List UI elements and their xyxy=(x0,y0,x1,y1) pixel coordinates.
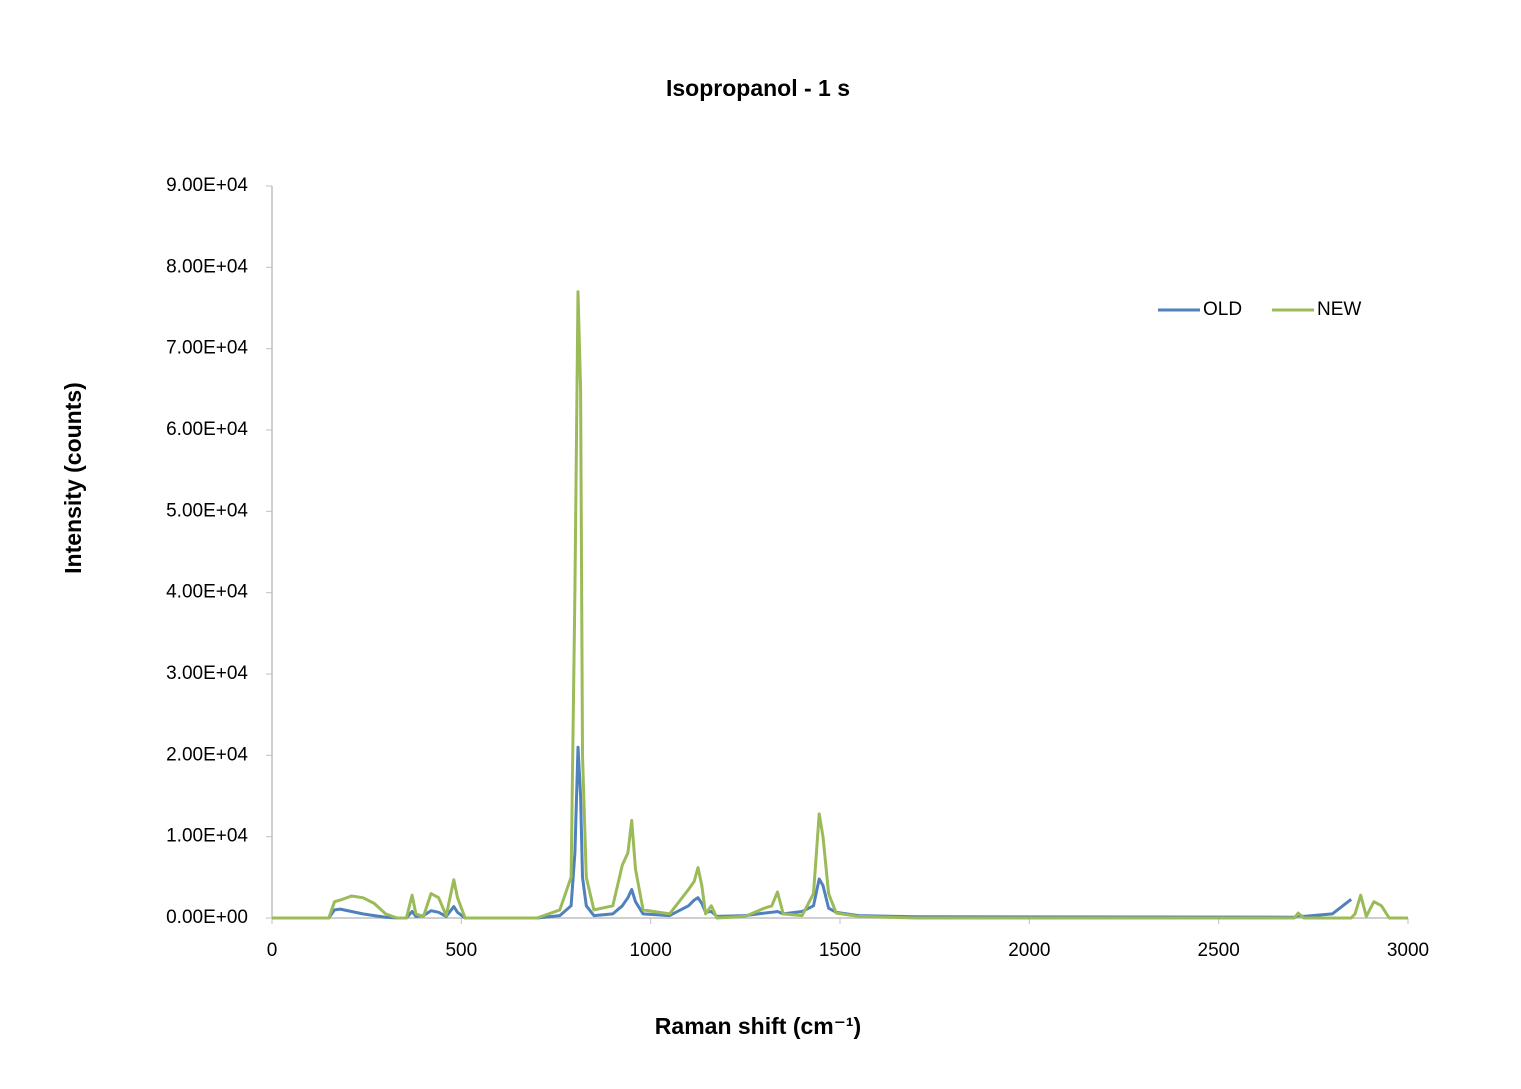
y-tick-label: 2.00E+04 xyxy=(166,744,248,765)
y-axis-label: Intensity (counts) xyxy=(60,382,86,574)
x-tick-label: 3000 xyxy=(1387,940,1429,961)
x-axis-label: Raman shift (cm⁻¹) xyxy=(655,1013,861,1039)
series-line xyxy=(272,745,1353,920)
y-tick-label: 7.00E+04 xyxy=(166,338,248,359)
legend-label: NEW xyxy=(1317,299,1361,320)
y-tick-label: 5.00E+04 xyxy=(166,500,248,521)
y-tick-label: 8.00E+04 xyxy=(166,256,248,277)
x-tick-label: 1500 xyxy=(819,940,861,961)
legend-label: OLD xyxy=(1203,299,1242,320)
x-tick-label: 2000 xyxy=(1008,940,1050,961)
y-tick-label: 4.00E+04 xyxy=(166,582,248,603)
y-tick-label: 6.00E+04 xyxy=(166,419,248,440)
series-line xyxy=(272,290,1408,920)
y-tick-label: 1.00E+04 xyxy=(166,826,248,847)
y-tick-label: 3.00E+04 xyxy=(166,663,248,684)
chart-title: Isopropanol - 1 s xyxy=(666,75,850,101)
x-tick-label: 2500 xyxy=(1198,940,1240,961)
y-tick-label: 9.00E+04 xyxy=(166,175,248,196)
y-tick-label: 0.00E+00 xyxy=(166,907,248,928)
x-tick-label: 500 xyxy=(445,940,477,961)
x-tick-label: 1000 xyxy=(630,940,672,961)
x-tick-label: 0 xyxy=(267,940,278,961)
